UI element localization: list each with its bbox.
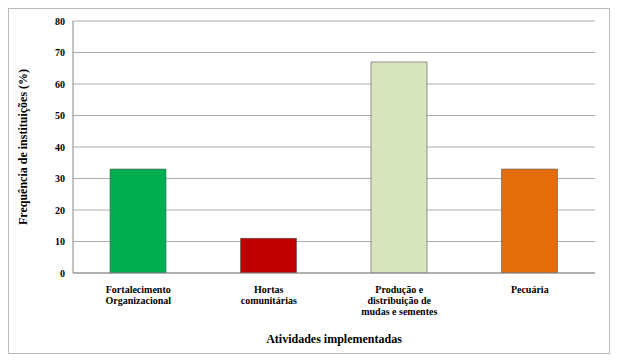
svg-text:Produção edistribuição demudas: Produção edistribuição demudas e semente… <box>361 284 437 317</box>
svg-text:FortalecimentoOrganizacional: FortalecimentoOrganizacional <box>105 284 171 306</box>
svg-text:0: 0 <box>60 268 65 279</box>
svg-text:80: 80 <box>55 16 65 27</box>
svg-text:50: 50 <box>55 110 65 121</box>
svg-text:30: 30 <box>55 173 65 184</box>
svg-text:Atividades implementadas: Atividades implementadas <box>266 332 402 346</box>
svg-text:60: 60 <box>55 79 65 90</box>
svg-text:Frequência de instituições (%): Frequência de instituições (%) <box>16 69 30 225</box>
svg-text:Pecuária: Pecuária <box>511 284 549 295</box>
svg-text:40: 40 <box>55 142 65 153</box>
svg-text:10: 10 <box>55 236 65 247</box>
svg-text:Hortascomunitárias: Hortascomunitárias <box>241 284 297 306</box>
svg-text:20: 20 <box>55 205 65 216</box>
svg-text:70: 70 <box>55 47 65 58</box>
